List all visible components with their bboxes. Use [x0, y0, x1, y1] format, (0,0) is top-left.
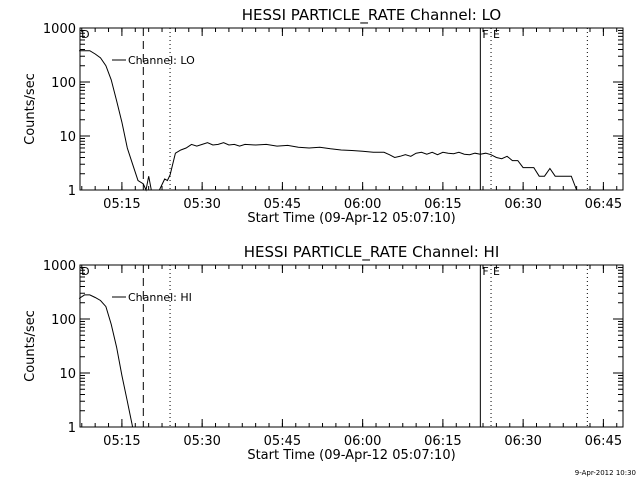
date-stamp: 9-Apr-2012 10:30 — [575, 469, 636, 477]
panel2-xtick-label: 05:30 — [183, 434, 220, 449]
panel1-ytick-label: 1 — [68, 184, 76, 199]
panel2-xtick-label: 05:15 — [103, 434, 140, 449]
panel2-legend-label: Channel: HI — [128, 291, 192, 304]
panel1-xtick-label: 05:45 — [264, 197, 301, 212]
panel2-xtick-label: 06:45 — [585, 434, 622, 449]
panel2-xtick-label: 05:45 — [264, 434, 301, 449]
panel1-x-axis-label: Start Time (09-Apr-12 05:07:10) — [247, 211, 455, 226]
panel1-series-line — [79, 50, 578, 192]
panel2-xtick-label: 06:00 — [344, 434, 381, 449]
panel1-xtick-label: 06:45 — [585, 197, 622, 212]
panel2-plot-frame — [79, 264, 624, 428]
panel1-marker-label-d: D — [81, 28, 89, 41]
panel1-xtick-label: 05:15 — [103, 197, 140, 212]
panel2-marker-label-e: E — [493, 265, 500, 278]
panel1-xtick-label: 06:00 — [344, 197, 381, 212]
panel2-ytick-label: 100 — [51, 313, 76, 328]
panel1-legend-label: Channel: LO — [128, 54, 195, 67]
panel1-xtick-label: 06:15 — [424, 197, 461, 212]
panel1-marker-label-f: F — [482, 28, 488, 41]
panel2-x-axis-label: Start Time (09-Apr-12 05:07:10) — [247, 448, 455, 463]
panel2-y-axis-label: Counts/sec — [23, 310, 38, 382]
panel2-ytick-label: 1000 — [43, 259, 76, 274]
panel1-marker-label-e: E — [493, 28, 500, 41]
panel1-plot-frame — [79, 27, 624, 191]
panel1-xtick-label: 06:30 — [504, 197, 541, 212]
panel2-marker-label-f: F — [482, 265, 488, 278]
panel2-series-line — [78, 294, 134, 428]
panel2-ytick-label: 1 — [68, 421, 76, 436]
panel1-y-axis-label: Counts/sec — [23, 73, 38, 145]
panel1-ytick-label: 10 — [59, 130, 76, 145]
panel1-title: HESSI PARTICLE_RATE Channel: LO — [242, 6, 501, 25]
panel2-xtick-label: 06:30 — [504, 434, 541, 449]
panel1-xtick-label: 05:30 — [183, 197, 220, 212]
panel2-marker-label-d: D — [81, 265, 89, 278]
panel1-ytick-label: 100 — [51, 76, 76, 91]
panel2-title: HESSI PARTICLE_RATE Channel: HI — [244, 243, 500, 262]
panel2-xtick-label: 06:15 — [424, 434, 461, 449]
panel2-ytick-label: 10 — [59, 367, 76, 382]
panel1-ytick-label: 1000 — [43, 22, 76, 37]
